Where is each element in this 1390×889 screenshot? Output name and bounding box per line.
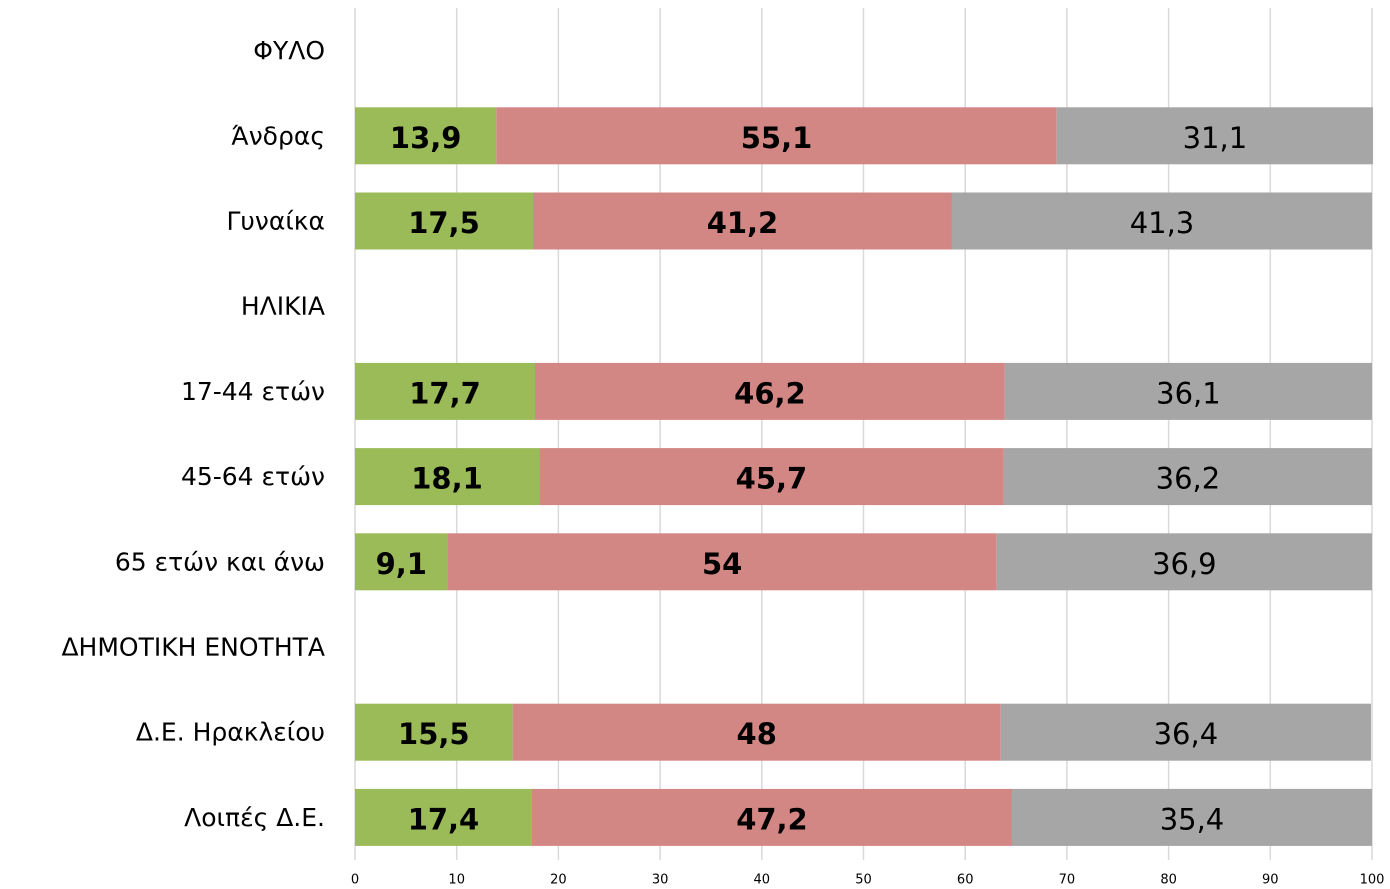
x-tick-label: 80 (1160, 873, 1177, 888)
y-tick-label: Λοιπές Δ.Ε. (184, 803, 325, 832)
data-label: 41,2 (707, 206, 779, 240)
bar-segment (496, 107, 1057, 165)
data-label: 47,2 (736, 802, 808, 836)
y-tick-label: ΔΗΜΟΤΙΚΗ ΕΝΟΤΗΤΑ (61, 633, 325, 662)
data-label: 55,1 (741, 121, 813, 155)
bar-segment (532, 192, 952, 250)
bar-segment (355, 788, 532, 846)
x-tick-label: 70 (1059, 873, 1076, 888)
bar-segment (1004, 362, 1372, 420)
data-label: 17,7 (409, 376, 481, 410)
y-tick-label: ΦΥΛΟ (253, 36, 325, 65)
data-label: 18,1 (411, 462, 483, 496)
data-label: 46,2 (734, 376, 806, 410)
data-label: 36,4 (1154, 717, 1219, 751)
data-label: 36,2 (1156, 462, 1221, 496)
x-tick-label: 20 (550, 873, 567, 888)
y-tick-label: Δ.Ε. Ηρακλείου (136, 718, 325, 747)
y-tick-label: 17-44 ετών (181, 377, 325, 406)
bar-segment (447, 533, 997, 591)
bar-segment (996, 533, 1372, 591)
bar-segment (355, 448, 540, 506)
x-tick-label: 50 (855, 873, 872, 888)
data-label: 15,5 (398, 717, 470, 751)
x-tick-label: 40 (754, 873, 771, 888)
x-tick-label: 60 (957, 873, 974, 888)
data-label: 17,4 (408, 802, 480, 836)
bar-segment (512, 703, 1001, 761)
x-tick-label: 30 (652, 873, 669, 888)
y-tick-label: 45-64 ετών (181, 462, 325, 491)
bar-segment (535, 362, 1005, 420)
y-tick-label: Άνδρας (231, 121, 325, 150)
data-label: 41,3 (1130, 206, 1195, 240)
bar-segment (531, 788, 1012, 846)
bar-segment (355, 533, 448, 591)
bar-segment (1000, 703, 1371, 761)
data-label: 45,7 (736, 462, 808, 496)
data-label: 9,1 (376, 547, 427, 581)
bar-segment (355, 192, 533, 250)
data-label: 54 (702, 547, 742, 581)
x-tick-label: 10 (448, 873, 465, 888)
data-label: 36,1 (1156, 376, 1221, 410)
bar-segment (355, 703, 513, 761)
bar-segment (355, 107, 497, 165)
data-label: 13,9 (390, 121, 462, 155)
data-label: 36,9 (1152, 547, 1217, 581)
bar-segment (1003, 448, 1372, 506)
data-label: 31,1 (1183, 121, 1248, 155)
data-label: 35,4 (1160, 802, 1225, 836)
data-label: 48 (737, 717, 777, 751)
bar-segment (355, 362, 536, 420)
bar-segment (1056, 107, 1374, 165)
bar-segment (1011, 788, 1372, 846)
bar-segment (951, 192, 1372, 250)
bar-segment (539, 448, 1004, 506)
y-tick-label: ΗΛΙΚΙΑ (241, 292, 325, 321)
x-tick-label: 90 (1262, 873, 1279, 888)
y-tick-label: 65 ετών και άνω (115, 547, 325, 576)
x-tick-label: 100 (1360, 873, 1385, 888)
data-label: 17,5 (408, 206, 480, 240)
x-tick-label: 0 (351, 873, 359, 888)
y-tick-label: Γυναίκα (226, 207, 325, 236)
